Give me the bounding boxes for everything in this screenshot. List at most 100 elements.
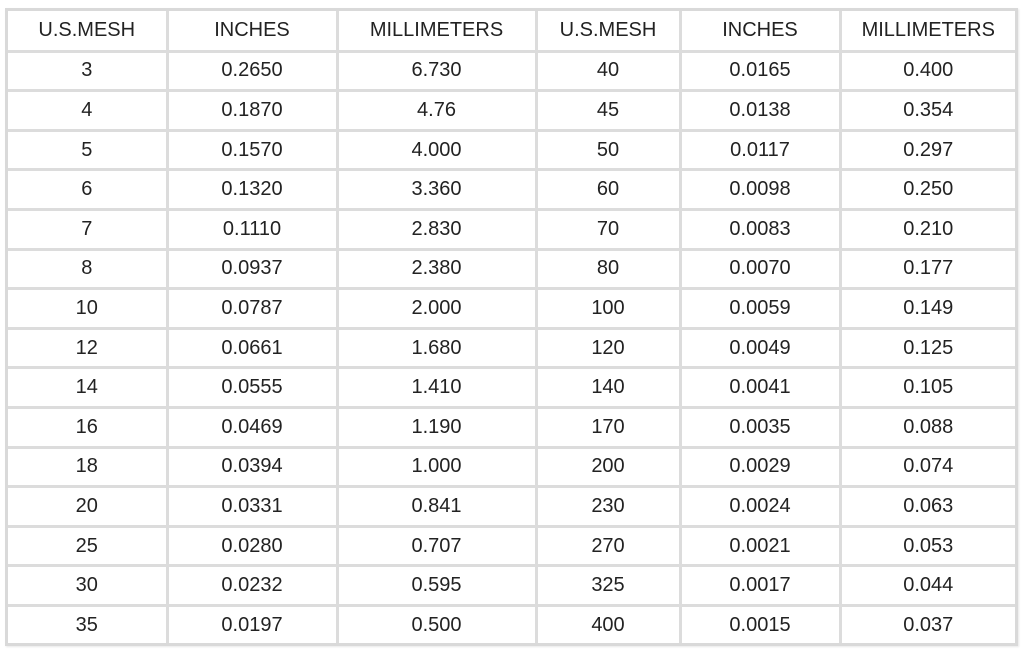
header-row: U.S.MESH INCHES MILLIMETERS U.S.MESH INCHES M…	[8, 11, 1015, 53]
cell-millimeters: 3.360	[335, 168, 538, 211]
cell-us-mesh: 270	[534, 524, 682, 568]
table-row: 20 0.0331 0.841 230 0.0024 0.063	[8, 485, 1015, 528]
cell-millimeters: 0.400	[838, 49, 1015, 93]
cell-millimeters: 1.190	[335, 405, 538, 449]
table-row: 25 0.0280 0.707 270 0.0021 0.053	[8, 524, 1015, 568]
cell-inches: 0.0555	[165, 366, 339, 409]
cell-inches: 0.2650	[165, 49, 339, 93]
table-row: 7 0.1110 2.830 70 0.0083 0.210	[8, 207, 1015, 251]
header-inches: INCHES	[678, 11, 842, 53]
cell-us-mesh: 60	[534, 168, 682, 211]
cell-inches: 0.1570	[165, 128, 339, 172]
cell-millimeters: 0.074	[838, 445, 1015, 489]
cell-us-mesh: 30	[8, 564, 169, 608]
cell-us-mesh: 25	[8, 524, 169, 568]
table-row: 18 0.0394 1.000 200 0.0029 0.074	[8, 445, 1015, 489]
cell-us-mesh: 325	[534, 564, 682, 608]
cell-us-mesh: 10	[8, 287, 169, 330]
header-us-mesh: U.S.MESH	[534, 11, 682, 53]
mesh-conversion-table-frame: U.S.MESH INCHES MILLIMETERS U.S.MESH INCHES M…	[5, 8, 1018, 646]
cell-millimeters: 0.125	[838, 326, 1015, 370]
cell-inches: 0.0083	[678, 207, 842, 251]
cell-millimeters: 0.105	[838, 366, 1015, 409]
cell-us-mesh: 6	[8, 168, 169, 211]
table-row: 5 0.1570 4.000 50 0.0117 0.297	[8, 128, 1015, 172]
cell-us-mesh: 12	[8, 326, 169, 370]
cell-millimeters: 0.250	[838, 168, 1015, 211]
cell-inches: 0.0117	[678, 128, 842, 172]
cell-inches: 0.0138	[678, 89, 842, 132]
cell-millimeters: 2.830	[335, 207, 538, 251]
cell-us-mesh: 120	[534, 326, 682, 370]
cell-us-mesh: 5	[8, 128, 169, 172]
cell-millimeters: 1.680	[335, 326, 538, 370]
table-row: 16 0.0469 1.190 170 0.0035 0.088	[8, 405, 1015, 449]
cell-inches: 0.1110	[165, 207, 339, 251]
cell-millimeters: 0.841	[335, 485, 538, 528]
cell-us-mesh: 18	[8, 445, 169, 489]
table-row: 10 0.0787 2.000 100 0.0059 0.149	[8, 287, 1015, 330]
cell-inches: 0.1320	[165, 168, 339, 211]
cell-us-mesh: 50	[534, 128, 682, 172]
cell-millimeters: 0.210	[838, 207, 1015, 251]
cell-inches: 0.0017	[678, 564, 842, 608]
header-inches: INCHES	[165, 11, 339, 53]
table-row: 8 0.0937 2.380 80 0.0070 0.177	[8, 247, 1015, 291]
cell-millimeters: 0.149	[838, 287, 1015, 330]
cell-us-mesh: 14	[8, 366, 169, 409]
cell-inches: 0.0394	[165, 445, 339, 489]
cell-inches: 0.0165	[678, 49, 842, 93]
cell-inches: 0.0098	[678, 168, 842, 211]
cell-us-mesh: 170	[534, 405, 682, 449]
mesh-conversion-table: U.S.MESH INCHES MILLIMETERS U.S.MESH INCHES M…	[8, 11, 1015, 643]
cell-millimeters: 6.730	[335, 49, 538, 93]
cell-us-mesh: 35	[8, 604, 169, 643]
cell-inches: 0.1870	[165, 89, 339, 132]
cell-us-mesh: 8	[8, 247, 169, 291]
table-row: 6 0.1320 3.360 60 0.0098 0.250	[8, 168, 1015, 211]
cell-millimeters: 1.410	[335, 366, 538, 409]
cell-inches: 0.0280	[165, 524, 339, 568]
cell-inches: 0.0049	[678, 326, 842, 370]
cell-us-mesh: 45	[534, 89, 682, 132]
cell-us-mesh: 100	[534, 287, 682, 330]
cell-millimeters: 1.000	[335, 445, 538, 489]
cell-us-mesh: 80	[534, 247, 682, 291]
cell-millimeters: 0.297	[838, 128, 1015, 172]
cell-millimeters: 0.595	[335, 564, 538, 608]
cell-millimeters: 4.000	[335, 128, 538, 172]
table-row: 35 0.0197 0.500 400 0.0015 0.037	[8, 604, 1015, 643]
cell-us-mesh: 3	[8, 49, 169, 93]
cell-us-mesh: 140	[534, 366, 682, 409]
cell-millimeters: 0.037	[838, 604, 1015, 643]
header-millimeters: MILLIMETERS	[838, 11, 1015, 53]
table-row: 4 0.1870 4.76 45 0.0138 0.354	[8, 89, 1015, 132]
cell-us-mesh: 200	[534, 445, 682, 489]
cell-millimeters: 0.177	[838, 247, 1015, 291]
cell-inches: 0.0661	[165, 326, 339, 370]
cell-inches: 0.0041	[678, 366, 842, 409]
cell-inches: 0.0331	[165, 485, 339, 528]
cell-millimeters: 0.063	[838, 485, 1015, 528]
cell-us-mesh: 40	[534, 49, 682, 93]
cell-millimeters: 2.380	[335, 247, 538, 291]
table-row: 12 0.0661 1.680 120 0.0049 0.125	[8, 326, 1015, 370]
cell-inches: 0.0937	[165, 247, 339, 291]
header-us-mesh: U.S.MESH	[8, 11, 169, 53]
cell-us-mesh: 16	[8, 405, 169, 449]
cell-us-mesh: 4	[8, 89, 169, 132]
table-row: 30 0.0232 0.595 325 0.0017 0.044	[8, 564, 1015, 608]
cell-us-mesh: 230	[534, 485, 682, 528]
cell-millimeters: 0.707	[335, 524, 538, 568]
cell-inches: 0.0787	[165, 287, 339, 330]
cell-us-mesh: 70	[534, 207, 682, 251]
cell-inches: 0.0029	[678, 445, 842, 489]
cell-us-mesh: 400	[534, 604, 682, 643]
cell-inches: 0.0021	[678, 524, 842, 568]
cell-millimeters: 0.088	[838, 405, 1015, 449]
cell-inches: 0.0197	[165, 604, 339, 643]
cell-inches: 0.0469	[165, 405, 339, 449]
table-row: 3 0.2650 6.730 40 0.0165 0.400	[8, 49, 1015, 93]
cell-inches: 0.0070	[678, 247, 842, 291]
cell-inches: 0.0232	[165, 564, 339, 608]
